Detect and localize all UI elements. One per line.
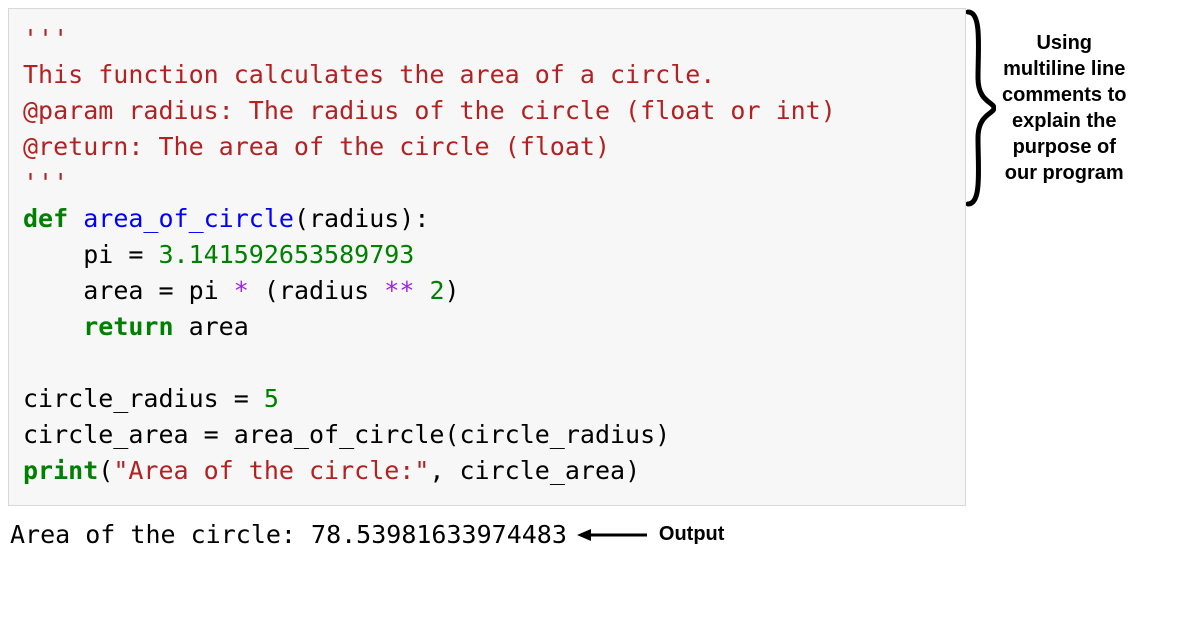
string-literal: "Area of the circle:" bbox=[113, 456, 429, 485]
curly-brace-icon bbox=[966, 8, 996, 208]
assign-radius: circle_radius = bbox=[23, 384, 264, 413]
kw-return: return bbox=[83, 312, 173, 341]
docstring-open: ''' bbox=[23, 24, 68, 53]
docstring-close: ''' bbox=[23, 168, 68, 197]
docstring-line-1: This function calculates the area of a c… bbox=[23, 60, 715, 89]
output-text: Area of the circle: 78.53981633974483 bbox=[8, 520, 567, 549]
code-block: ''' This function calculates the area of… bbox=[8, 8, 966, 506]
docstring-line-2: @param radius: The radius of the circle … bbox=[23, 96, 836, 125]
assign-area: circle_area = area_of_circle(circle_radi… bbox=[23, 420, 670, 449]
num-pi: 3.141592653589793 bbox=[158, 240, 414, 269]
output-label: Output bbox=[659, 523, 725, 546]
num-five: 5 bbox=[264, 384, 279, 413]
func-name: area_of_circle bbox=[83, 204, 294, 233]
num-two: 2 bbox=[429, 276, 444, 305]
code-listing: ''' This function calculates the area of… bbox=[23, 21, 951, 489]
builtin-print: print bbox=[23, 456, 98, 485]
op-pow: ** bbox=[384, 276, 414, 305]
output-row: Area of the circle: 78.53981633974483 Ou… bbox=[8, 520, 966, 549]
op-mul: * bbox=[234, 276, 249, 305]
docstring-line-3: @return: The area of the circle (float) bbox=[23, 132, 610, 161]
annotation-caption: Using multiline line comments to explain… bbox=[1002, 30, 1126, 186]
annotation-brace: Using multiline line comments to explain… bbox=[966, 8, 1126, 208]
arrow-left-icon bbox=[577, 525, 647, 545]
kw-def: def bbox=[23, 204, 68, 233]
